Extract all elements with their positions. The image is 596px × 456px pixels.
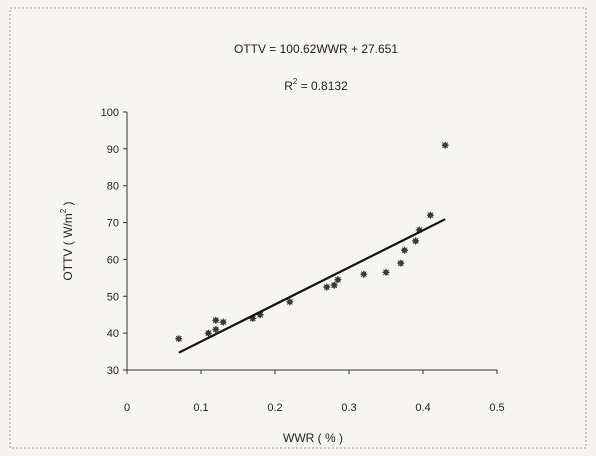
data-point [212,325,220,333]
data-point [204,329,212,337]
data-point [412,237,420,245]
x-tick-label: 0 [124,402,130,414]
trendline [178,218,446,354]
chart-border [9,7,587,449]
y-tick-label: 90 [107,144,119,156]
y-axis-label-close: ) [61,201,75,208]
y-axis-label-main: OTTV ( W/m [61,213,75,280]
y-tick-label: 30 [107,365,119,377]
data-point [323,283,331,291]
x-axis-label: WWR ( % ) [283,431,343,445]
x-tick-label: 0.1 [193,402,208,414]
y-tick-label: 50 [107,291,119,303]
data-point [441,141,449,149]
y-tick-label: 40 [107,328,119,340]
y-tick-label: 80 [107,181,119,193]
y-tick-label: 100 [101,107,119,119]
data-point [212,316,220,324]
x-tick-label: 0.2 [267,402,282,414]
data-point [334,276,342,284]
data-point [360,270,368,278]
y-tick-label: 60 [107,254,119,266]
data-point [397,259,405,267]
y-tick-label: 70 [107,218,119,230]
r2-label: R [284,79,293,93]
x-tick-label: 0.4 [415,402,430,414]
x-tick-label: 0.5 [489,402,504,414]
data-point [426,211,434,219]
x-tick-label: 0.3 [341,402,356,414]
data-point [330,281,338,289]
r2-value: = 0.8132 [297,79,348,93]
data-point [286,298,294,306]
data-point [382,268,390,276]
equation-text: OTTV = 100.62WWR + 27.651 [234,42,398,56]
data-point [401,246,408,254]
y-axis-label: OTTV ( W/m2 ) [59,201,75,280]
y-axis-label-sup: 2 [59,208,68,213]
r2-sup: 2 [293,77,298,86]
r2-text: R2 = 0.8132 [284,77,348,93]
data-point [219,318,227,326]
data-point [175,335,183,343]
